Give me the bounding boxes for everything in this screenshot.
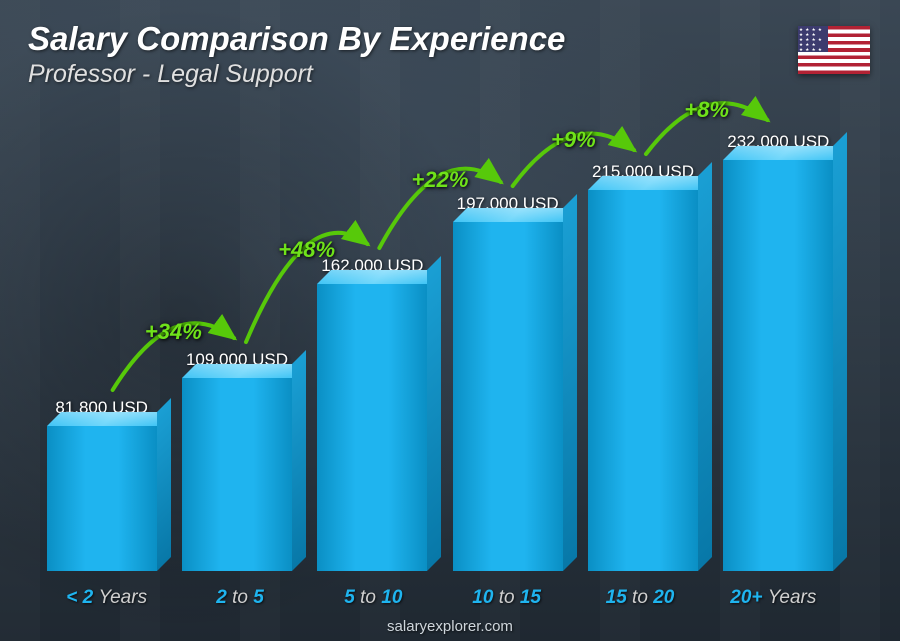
bar	[723, 160, 833, 571]
x-axis-label: 15 to 20	[573, 587, 706, 609]
bar	[182, 378, 292, 571]
x-axis-label: 20+ Years	[707, 587, 840, 609]
bar	[317, 284, 427, 571]
country-flag-us	[798, 26, 870, 74]
bar-slot: 109,000 USD	[175, 100, 298, 571]
bars-area: 81,800 USD109,000 USD162,000 USD197,000 …	[40, 100, 840, 571]
bar	[47, 426, 157, 571]
footer-attribution: salaryexplorer.com	[0, 618, 900, 635]
bar-slot: 215,000 USD	[581, 100, 704, 571]
bar-slot: 162,000 USD	[311, 100, 434, 571]
bar	[453, 222, 563, 571]
chart-subtitle: Professor - Legal Support	[28, 60, 313, 89]
bar	[588, 190, 698, 571]
bar-slot: 197,000 USD	[446, 100, 569, 571]
x-axis-label: 5 to 10	[307, 587, 440, 609]
x-axis-label: 2 to 5	[173, 587, 306, 609]
x-axis-labels: < 2 Years2 to 55 to 1010 to 1515 to 2020…	[40, 587, 840, 609]
x-axis-label: < 2 Years	[40, 587, 173, 609]
bar-slot: 81,800 USD	[40, 100, 163, 571]
bar-slot: 232,000 USD	[717, 100, 840, 571]
chart-container: Salary Comparison By Experience Professo…	[0, 0, 900, 641]
x-axis-label: 10 to 15	[440, 587, 573, 609]
chart-title: Salary Comparison By Experience	[28, 20, 565, 58]
